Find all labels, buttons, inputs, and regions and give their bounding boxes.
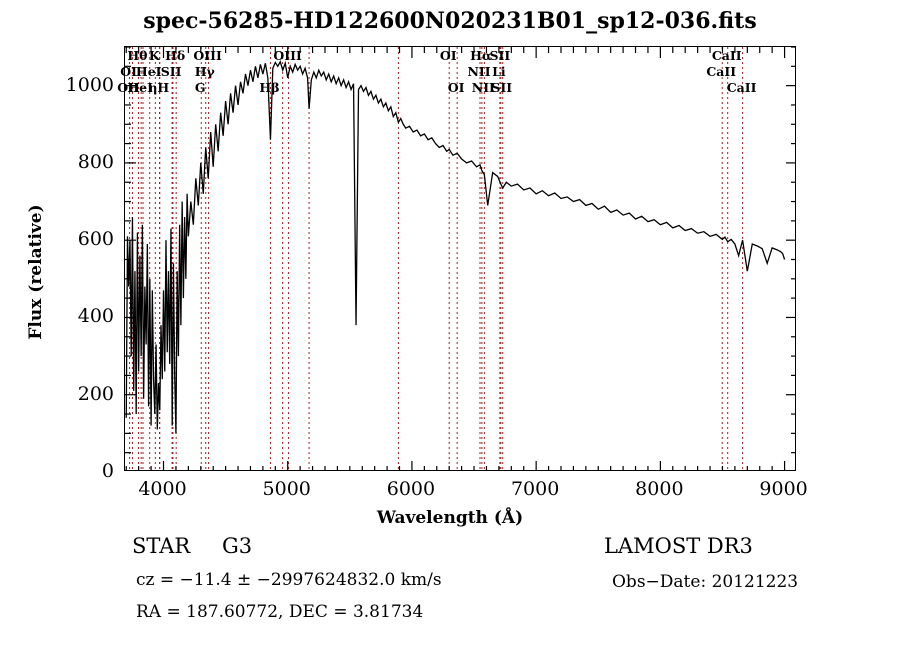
y-tick-label: 400 — [77, 305, 114, 328]
spectral-line-label: NII — [467, 64, 491, 79]
line-markers — [129, 47, 744, 470]
spectral-line-label: OII — [117, 80, 140, 95]
object-type-label: STAR — [132, 534, 191, 558]
spectral-line-label: K — [148, 48, 160, 63]
spectral-line-label: SII — [160, 64, 182, 79]
x-axis-title: Wavelength (Å) — [376, 508, 524, 528]
spectral-line-label: ηH — [148, 80, 170, 95]
spectral-line-label: CaII — [711, 48, 742, 63]
x-tick-label: 8000 — [635, 478, 684, 500]
spectral-line-label: Hγ — [194, 64, 215, 79]
spectral-line-label: CaII — [726, 80, 757, 95]
obs-date-line: Obs−Date: 20121223 — [612, 572, 799, 592]
cz-line: cz = −11.4 ± −2997624832.0 km/s — [136, 570, 442, 590]
spectrum-canvas — [125, 47, 795, 470]
x-tick-label: 5000 — [262, 478, 311, 500]
spectrum-svg — [125, 47, 795, 470]
x-tick-label: 6000 — [386, 478, 436, 500]
y-tick-label: 1000 — [65, 73, 114, 96]
spectral-line-label: SII — [491, 80, 513, 95]
spectral-line-label: SII — [489, 48, 511, 63]
spectral-line-label: OIII — [273, 48, 302, 63]
spectral-line-label: OI — [439, 48, 457, 63]
coordinates-line: RA = 187.60772, DEC = 3.81734 — [136, 602, 424, 622]
spectral-line-label: HeI — [135, 64, 162, 79]
page-title: spec-56285-HD122600N020231B01_sp12-036.f… — [143, 8, 757, 34]
y-tick-label: 600 — [77, 228, 114, 251]
plot-area — [124, 46, 796, 471]
y-tick-label: 200 — [77, 382, 114, 405]
y-axis-title: Flux (relative) — [26, 204, 46, 340]
flux-curve — [125, 59, 786, 434]
x-tick-label: 4000 — [138, 478, 187, 500]
survey-label: LAMOST DR3 — [604, 534, 753, 558]
spectral-line-label: G — [194, 80, 206, 95]
x-tick-label: 7000 — [510, 478, 560, 500]
x-tick-label: 9000 — [759, 478, 808, 500]
y-tick-label: 0 — [101, 460, 114, 482]
spectral-line-label: OIII — [193, 48, 222, 63]
spectral-line-label: Hθ — [127, 48, 148, 63]
spectral-line-label: HeI — [127, 80, 153, 95]
spectral-line-label: Hβ — [259, 80, 280, 95]
spectral-class-label: G3 — [222, 534, 253, 558]
spectral-line-label: CaII — [706, 64, 737, 79]
spectral-line-label: Li — [492, 64, 506, 79]
spectral-line-label: NII — [471, 80, 495, 95]
spectral-line-label: OI — [447, 80, 465, 95]
y-tick-label: 800 — [77, 150, 114, 173]
spectral-line-label: OI — [120, 64, 137, 79]
spectral-line-label: Hα — [470, 48, 492, 63]
spectral-line-label: Hδ — [165, 48, 186, 63]
